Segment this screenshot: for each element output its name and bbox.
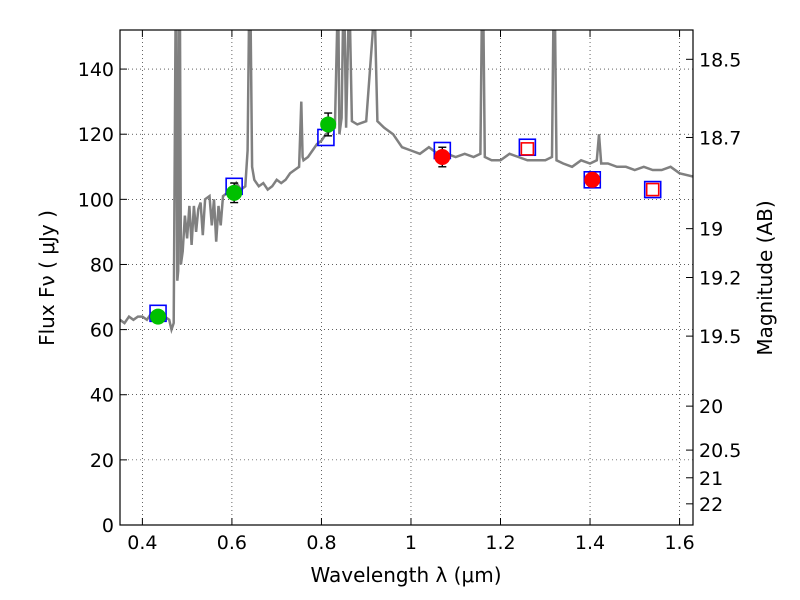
observed-point-green (150, 308, 167, 325)
model-photometry-square (643, 180, 662, 199)
y-tick-label: 0 (102, 515, 114, 537)
x-tick-label: 0.8 (306, 532, 336, 554)
x-axis-label: Wavelength λ (μm) (310, 563, 501, 587)
y-tick-label: 40 (90, 385, 114, 407)
y-axis-label: Flux Fν ( μJy ) (35, 210, 59, 346)
x-tick-label: 1.6 (664, 532, 694, 554)
y2-tick-label: 18.7 (699, 127, 741, 149)
y-tick-label: 120 (78, 124, 114, 146)
y2-tick-label: 18.5 (699, 49, 741, 71)
upper-limit-square (520, 142, 535, 156)
x-tick-label: 0.6 (217, 532, 247, 554)
axes-ticks: 0.4 0.6 0.8 1 1.2 1.4 1.6 0 20 40 60 80 100 120 140 18.… (78, 30, 741, 554)
y-tick-label: 100 (78, 189, 114, 211)
grid-lines (120, 30, 693, 526)
observed-point-red (434, 149, 451, 166)
x-tick-label: 1 (405, 532, 417, 554)
plot-frame (119, 29, 694, 526)
x-tick-label: 1.2 (485, 532, 515, 554)
y2-tick-label: 21 (699, 468, 723, 490)
y2-axis-label: Magnitude (AB) (753, 200, 777, 355)
x-tick-label: 1.4 (575, 532, 605, 554)
observed-point-red (584, 171, 601, 188)
y-tick-label: 60 (90, 320, 114, 342)
y2-tick-label: 19.2 (699, 268, 741, 290)
photometry-marks (149, 112, 662, 325)
observed-point-green (226, 184, 243, 201)
y-tick-label: 80 (90, 254, 114, 276)
spectrum-line (120, 30, 693, 335)
y2-tick-label: 20.5 (699, 440, 741, 462)
observed-point-green (320, 116, 337, 133)
upper-limit-square (645, 182, 660, 197)
y-tick-label: 140 (78, 59, 114, 81)
y-tick-label: 20 (90, 450, 114, 472)
y2-tick-label: 19.5 (699, 326, 741, 348)
y2-tick-label: 22 (699, 494, 723, 516)
y2-tick-label: 19 (699, 219, 723, 241)
y2-tick-label: 20 (699, 396, 723, 418)
x-tick-label: 0.4 (127, 532, 157, 554)
